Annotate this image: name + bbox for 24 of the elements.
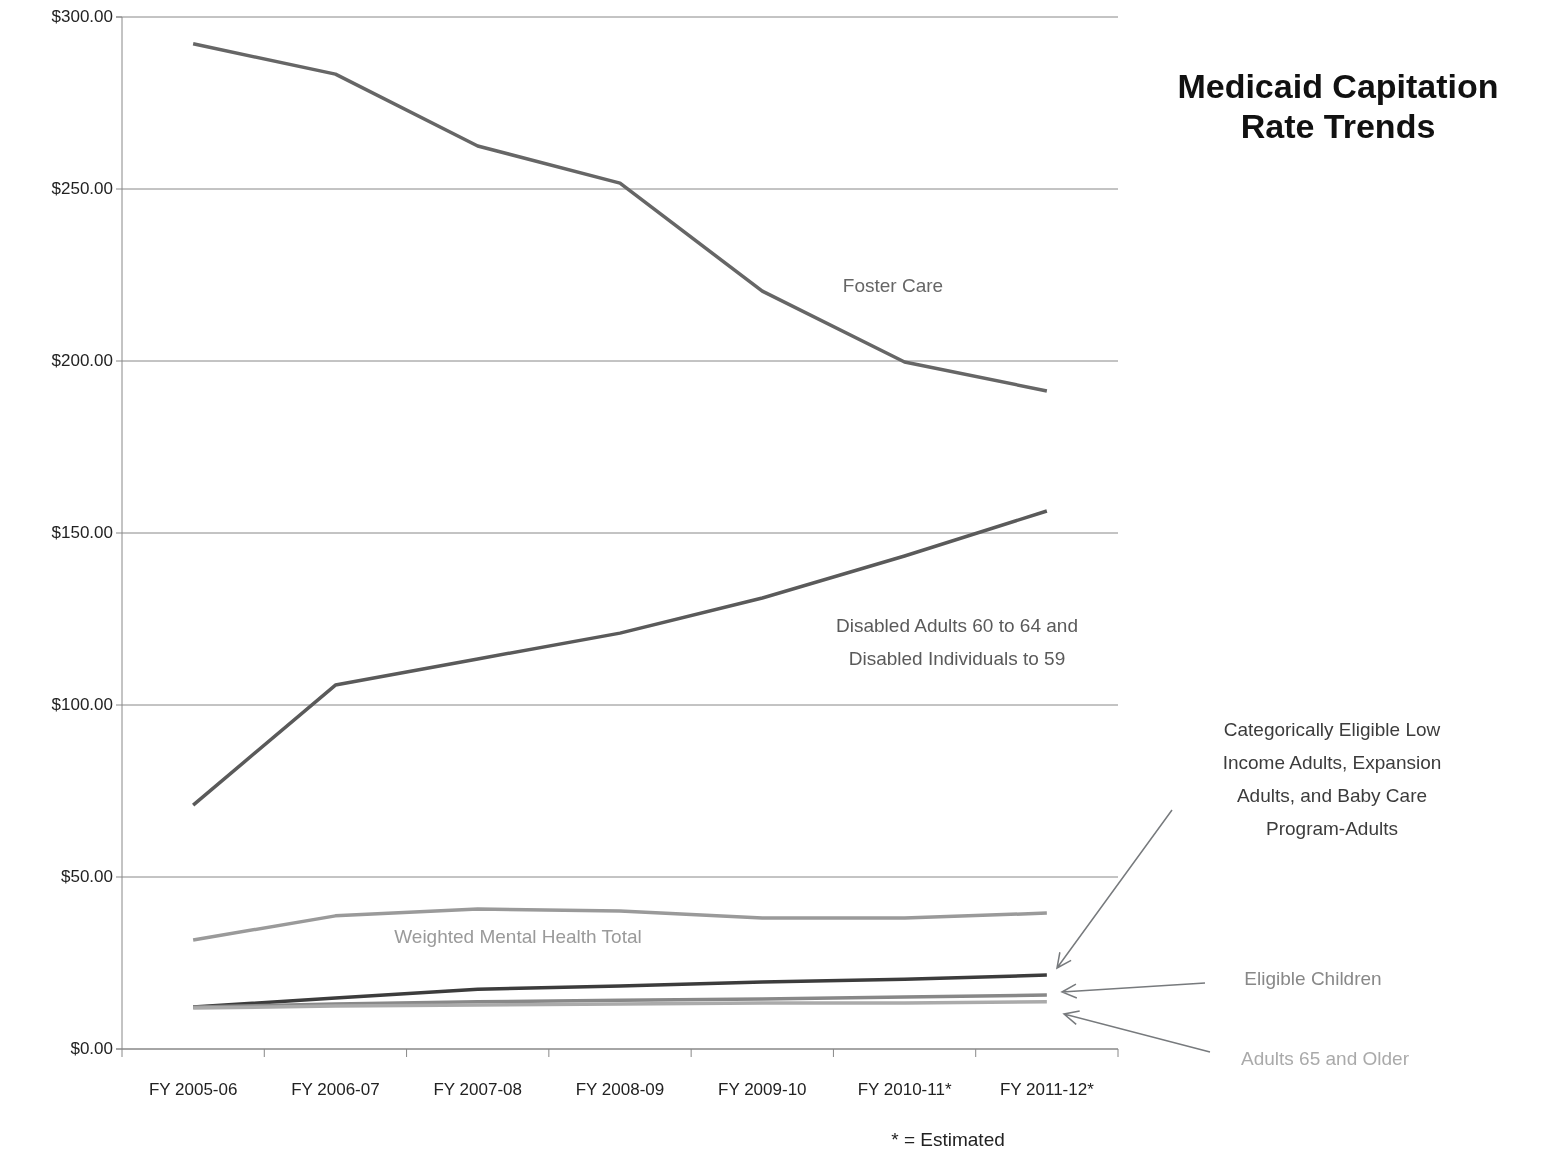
- series-label: Disabled Adults 60 to 64 and Disabled Individuals to 59: [836, 615, 1078, 669]
- text: Eligible Children: [1244, 968, 1382, 989]
- x-tick-label: FY 2011-12*: [999, 1080, 1095, 1100]
- x-tick-label: FY 2009-10: [718, 1080, 807, 1100]
- x-tick-label: FY 2008-09: [575, 1080, 665, 1100]
- text: Adults 65 and Older: [1241, 1048, 1410, 1069]
- x-tick-label: FY 2006-07: [291, 1080, 380, 1100]
- series-label: Weighted Mental Health Total: [394, 926, 642, 947]
- x-tick-label: FY 2005-06: [148, 1080, 238, 1100]
- y-tick-label: $50.00: [61, 867, 113, 887]
- text: Medicaid Capitation Rate Trends: [1177, 67, 1499, 145]
- text: * = Estimated: [891, 1129, 1005, 1150]
- text: Categorically Eligible Low Income Adults, Expansion Adults, and Baby Care Program-Adults: [1222, 719, 1442, 839]
- y-tick-label: $0.00: [70, 1039, 113, 1059]
- series-label: Foster Care: [842, 275, 944, 296]
- y-tick-label: $150.00: [51, 523, 113, 543]
- x-tick-label: FY 2010-11*: [857, 1080, 952, 1100]
- line-series: [191, 42, 1049, 393]
- x-tick-label: FY 2007-08: [433, 1080, 522, 1100]
- y-tick-label: $200.00: [51, 351, 113, 371]
- y-tick-label: $300.00: [51, 7, 113, 27]
- y-tick-label: $250.00: [51, 179, 113, 199]
- y-tick-label: $100.00: [51, 695, 113, 715]
- line-series: [191, 1000, 1049, 1010]
